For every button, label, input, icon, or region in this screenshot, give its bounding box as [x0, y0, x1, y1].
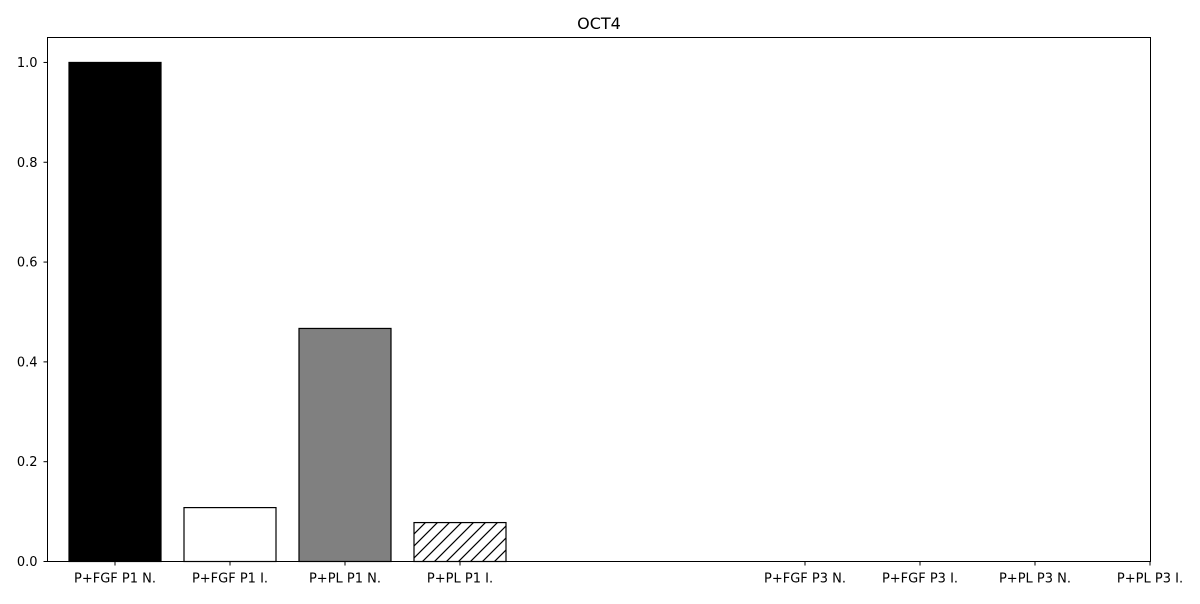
bar-3 [298, 327, 392, 563]
x-tick-label: P+FGF P3 I. [882, 572, 958, 587]
x-tick-label: P+FGF P3 N. [764, 572, 846, 587]
bar-1 [68, 61, 162, 563]
bar-4 [413, 521, 507, 563]
x-axis: P+FGF P1 N. P+FGF P1 I. P+PL P1 N. P+PL P1 … [74, 561, 1183, 587]
x-tick-label: P+PL P1 N. [309, 572, 381, 587]
chart-title: OCT4 [577, 14, 621, 33]
y-tick-label: 0.2 [17, 455, 38, 470]
y-tick-label: 0.4 [17, 355, 38, 370]
y-tick-label: 1.0 [17, 56, 38, 71]
x-tick-label: P+PL P3 N. [999, 572, 1071, 587]
y-tick-label: 0.0 [17, 555, 38, 570]
x-tick-label: P+PL P3 I. [1117, 572, 1183, 587]
y-tick-label: 0.6 [17, 256, 38, 271]
bars-layer [68, 61, 507, 563]
y-tick-label: 0.8 [17, 156, 38, 171]
bar-2 [183, 507, 277, 563]
plot-frame [47, 37, 1151, 562]
x-tick-label: P+PL P1 I. [427, 572, 493, 587]
y-axis: 0.0 0.2 0.4 0.6 0.8 1.0 [17, 56, 48, 570]
x-tick-label: P+FGF P1 I. [192, 572, 268, 587]
x-tick-label: P+FGF P1 N. [74, 572, 156, 587]
